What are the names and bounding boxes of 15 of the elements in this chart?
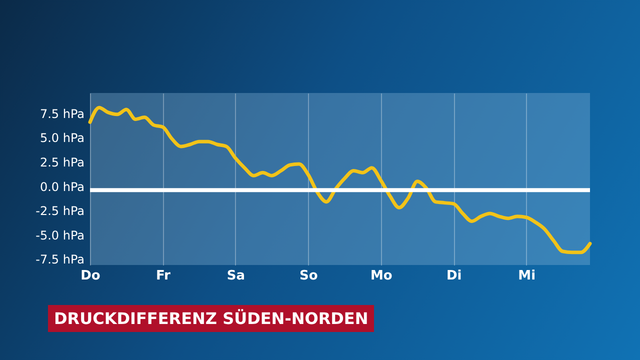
x-tick-label: Mi <box>518 268 536 284</box>
x-tick-label: Di <box>446 268 462 284</box>
y-tick-label: 0.0 hPa <box>40 180 84 194</box>
x-tick-label: So <box>300 268 318 284</box>
y-tick-label: 2.5 hPa <box>40 155 84 170</box>
y-tick-label: 5.0 hPa <box>40 131 84 146</box>
y-tick-label: -7.5 hPa <box>36 252 84 267</box>
y-tick-label: -2.5 hPa <box>36 204 84 218</box>
text: DRUCKDIFFERENZ SÜDEN-NORDEN <box>48 305 374 332</box>
x-tick-label: Mo <box>370 268 392 284</box>
y-tick-label: -5.0 hPa <box>36 228 84 242</box>
y-tick-label: 7.5 hPa <box>40 106 84 121</box>
x-tick-label: Fr <box>156 268 172 284</box>
x-tick-label: Sa <box>226 268 246 284</box>
x-tick-label: Do <box>80 268 100 284</box>
